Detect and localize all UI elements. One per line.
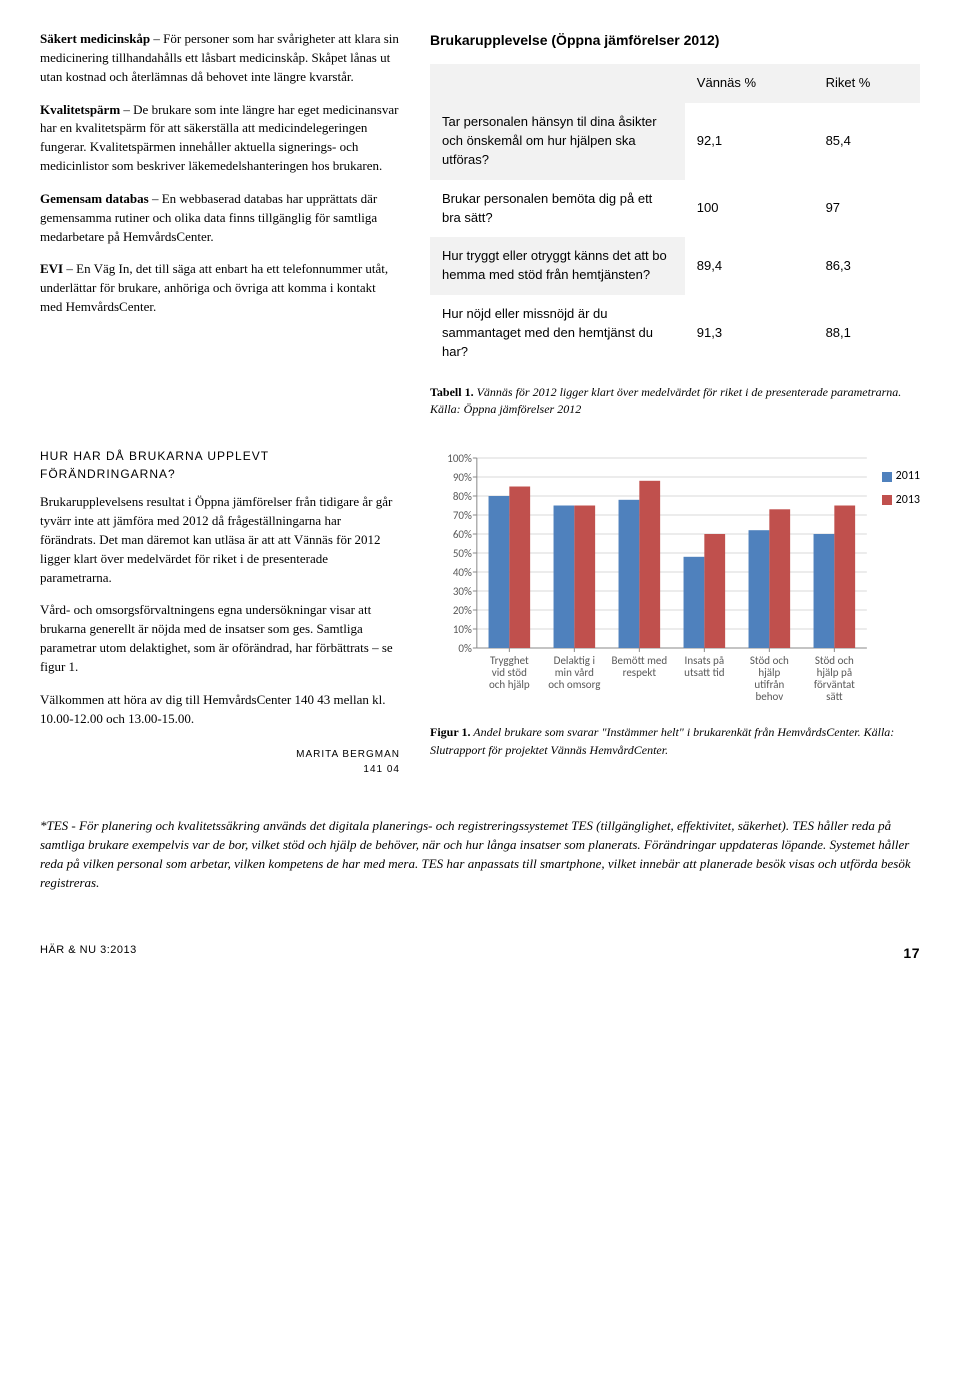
- table-value-riket: 97: [814, 180, 920, 238]
- paragraph-text: – En Väg In, det till säga att enbart ha…: [40, 261, 388, 314]
- right-column-upper: Brukarupplevelse (Öppna jämförelser 2012…: [430, 30, 920, 418]
- bar-chart: 0%10%20%30%40%50%60%70%80%90%100%Trygghe…: [430, 448, 874, 708]
- table-value-vannas: 92,1: [685, 103, 814, 180]
- paragraph-bold-lead: EVI: [40, 261, 63, 276]
- table-question: Hur tryggt eller otryggt känns det att b…: [430, 237, 685, 295]
- svg-text:sätt: sätt: [826, 690, 842, 703]
- table-question: Tar personalen hänsyn til dina åsikter o…: [430, 103, 685, 180]
- svg-text:respekt: respekt: [623, 666, 657, 679]
- table-title: Brukarupplevelse (Öppna jämförelser 2012…: [430, 30, 920, 50]
- chart-legend: 2011 2013: [882, 448, 920, 515]
- table-row: Tar personalen hänsyn til dina åsikter o…: [430, 103, 920, 180]
- table-header: Riket %: [814, 64, 920, 103]
- table-value-vannas: 100: [685, 180, 814, 238]
- author-code: 141 04: [363, 764, 400, 775]
- svg-text:30%: 30%: [453, 585, 472, 598]
- figure-caption-text: Andel brukare som svarar "Instämmer helt…: [430, 725, 894, 756]
- legend-swatch: [882, 495, 892, 505]
- legend-label: 2011: [896, 468, 920, 485]
- figure-caption-bold: Figur 1.: [430, 725, 470, 739]
- table-header: Vännäs %: [685, 64, 814, 103]
- table-value-riket: 88,1: [814, 295, 920, 372]
- figure-caption: Figur 1. Andel brukare som svarar "Instä…: [430, 724, 920, 759]
- table-row: Hur nöjd eller missnöjd är du sammantage…: [430, 295, 920, 372]
- footnote: *TES - För planering och kvalitetssäkrin…: [40, 817, 920, 892]
- svg-text:100%: 100%: [447, 452, 472, 465]
- footer: HÄR & NU 3:2013 17: [40, 943, 920, 963]
- page-number: 17: [903, 943, 920, 963]
- paragraph-bold-lead: Gemensam databas: [40, 191, 149, 206]
- svg-text:och omsorg: och omsorg: [548, 678, 600, 691]
- body-paragraph: EVI – En Väg In, det till säga att enbar…: [40, 260, 400, 317]
- legend-item: 2013: [882, 492, 920, 509]
- body-paragraph: Kvalitetspärm – De brukare som inte läng…: [40, 101, 400, 176]
- svg-text:10%: 10%: [453, 623, 472, 636]
- table-value-riket: 85,4: [814, 103, 920, 180]
- table-question: Brukar personalen bemöta dig på ett bra …: [430, 180, 685, 238]
- body-paragraph: Vård- och omsorgsförvaltningens egna und…: [40, 601, 400, 676]
- legend-item: 2011: [882, 468, 920, 485]
- table-caption-bold: Tabell 1.: [430, 385, 474, 399]
- table-value-vannas: 91,3: [685, 295, 814, 372]
- lower-two-column: HUR HAR DÅ BRUKARNA UPPLEVT FÖRÄNDRINGAR…: [40, 448, 920, 777]
- table-caption-text: Vännäs för 2012 ligger klart över medelv…: [430, 385, 901, 416]
- author-name: MARITA BERGMAN: [296, 749, 400, 760]
- body-paragraph: Brukarupplevelsens resultat i Öppna jämf…: [40, 493, 400, 587]
- left-column-upper: Säkert medicinskåp – För personer som ha…: [40, 30, 400, 418]
- section-title: HUR HAR DÅ BRUKARNA UPPLEVT FÖRÄNDRINGAR…: [40, 448, 400, 483]
- table-row: Brukar personalen bemöta dig på ett bra …: [430, 180, 920, 238]
- author-byline: MARITA BERGMAN 141 04: [40, 748, 400, 777]
- svg-text:40%: 40%: [453, 566, 472, 579]
- table-header-empty: [430, 64, 685, 103]
- footer-left: HÄR & NU 3:2013: [40, 943, 137, 963]
- table-value-vannas: 89,4: [685, 237, 814, 295]
- table-value-riket: 86,3: [814, 237, 920, 295]
- svg-text:20%: 20%: [453, 604, 472, 617]
- table-question: Hur nöjd eller missnöjd är du sammantage…: [430, 295, 685, 372]
- svg-text:behov: behov: [755, 690, 783, 703]
- svg-text:och hjälp: och hjälp: [489, 678, 530, 691]
- upper-two-column: Säkert medicinskåp – För personer som ha…: [40, 30, 920, 418]
- paragraph-bold-lead: Kvalitetspärm: [40, 102, 120, 117]
- body-paragraph: Välkommen att höra av dig till HemvårdsC…: [40, 691, 400, 729]
- comparison-table: Vännäs %Riket % Tar personalen hänsyn ti…: [430, 64, 920, 371]
- paragraph-bold-lead: Säkert medicinskåp: [40, 31, 150, 46]
- table-row: Hur tryggt eller otryggt känns det att b…: [430, 237, 920, 295]
- svg-text:80%: 80%: [453, 490, 472, 503]
- right-column-lower: 0%10%20%30%40%50%60%70%80%90%100%Trygghe…: [430, 448, 920, 777]
- svg-text:50%: 50%: [453, 547, 472, 560]
- svg-text:0%: 0%: [458, 642, 472, 655]
- body-paragraph: Säkert medicinskåp – För personer som ha…: [40, 30, 400, 87]
- body-paragraph: Gemensam databas – En webbaserad databas…: [40, 190, 400, 247]
- legend-label: 2013: [896, 492, 920, 509]
- table-caption: Tabell 1. Vännäs för 2012 ligger klart ö…: [430, 384, 920, 419]
- chart-wrap: 0%10%20%30%40%50%60%70%80%90%100%Trygghe…: [430, 448, 920, 708]
- left-column-lower: HUR HAR DÅ BRUKARNA UPPLEVT FÖRÄNDRINGAR…: [40, 448, 400, 777]
- svg-text:60%: 60%: [453, 528, 472, 541]
- svg-text:utsatt tid: utsatt tid: [684, 666, 724, 679]
- svg-text:90%: 90%: [453, 471, 472, 484]
- legend-swatch: [882, 472, 892, 482]
- svg-text:70%: 70%: [453, 509, 472, 522]
